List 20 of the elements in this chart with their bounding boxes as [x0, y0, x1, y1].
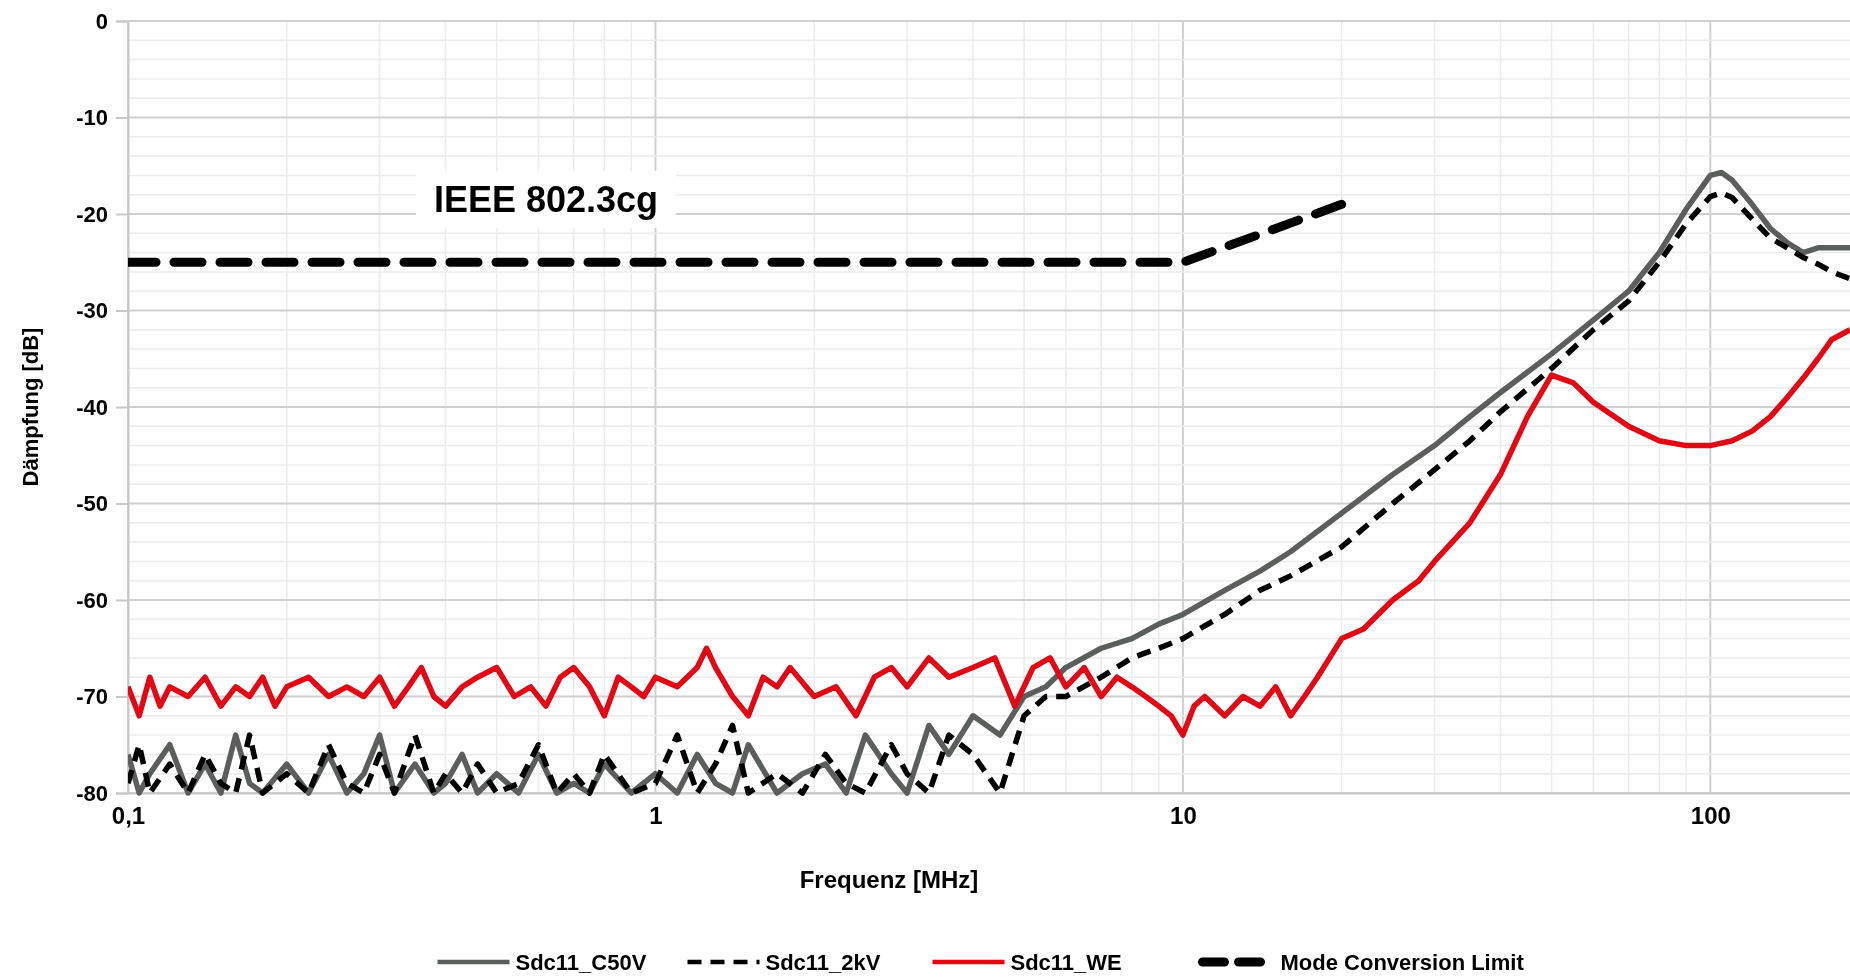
x-tick-label: 100: [1690, 802, 1731, 830]
x-axis-title: Frequenz [MHz]: [799, 866, 979, 893]
y-tick-label: -80: [76, 780, 108, 806]
legend-label: Sdc11_2kV: [765, 950, 881, 975]
annotation: IEEE 802.3cg: [433, 179, 659, 220]
y-tick-label: -10: [76, 105, 108, 131]
y-tick-label: -40: [76, 394, 108, 420]
x-tick-label: 10: [1170, 802, 1197, 830]
y-tick-label: 0: [95, 8, 108, 34]
y-tick-label: -70: [76, 684, 108, 710]
legend-label: Sdc11_WE: [1010, 950, 1122, 975]
y-tick-label: -60: [76, 587, 108, 613]
y-tick-label: -30: [76, 298, 108, 324]
legend-label: Sdc11_C50V: [515, 950, 647, 975]
x-tick-label: 0,1: [111, 802, 146, 830]
y-tick-label: -50: [76, 491, 108, 517]
y-axis-title: Dämpfung [dB]: [18, 327, 43, 487]
y-tick-label: -20: [76, 201, 108, 227]
legend-label: Mode Conversion Limit: [1280, 950, 1525, 975]
x-tick-label: 1: [649, 802, 663, 830]
